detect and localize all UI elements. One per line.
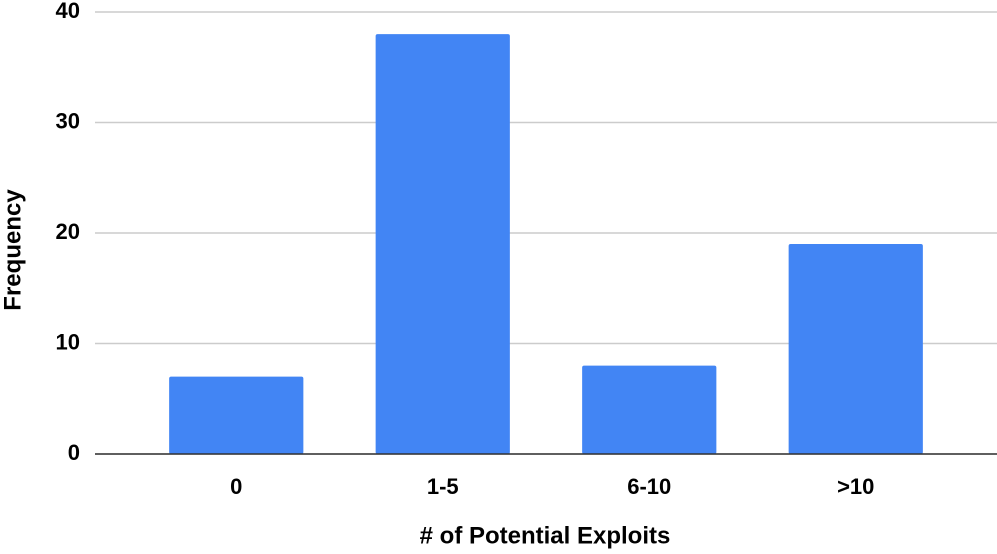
x-tick-label: >10: [837, 474, 874, 499]
bar: [169, 376, 304, 454]
bar: [375, 34, 510, 454]
y-tick-label: 10: [56, 329, 80, 354]
y-axis-title: Frequency: [0, 189, 26, 311]
y-tick-label: 20: [56, 219, 80, 244]
bar: [788, 244, 923, 454]
x-tick-label: 6-10: [627, 474, 671, 499]
bar: [582, 365, 717, 454]
x-tick-label: 0: [230, 474, 242, 499]
y-tick-label: 40: [56, 0, 80, 23]
x-axis-title: # of Potential Exploits: [420, 522, 671, 549]
x-tick-label: 1-5: [427, 474, 459, 499]
y-tick-label: 0: [68, 440, 80, 465]
y-tick-label: 30: [56, 108, 80, 133]
